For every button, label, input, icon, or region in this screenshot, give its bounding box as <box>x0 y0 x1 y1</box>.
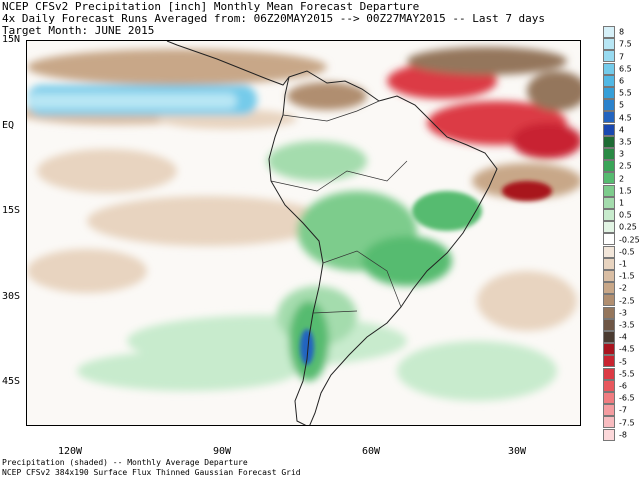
legend-label: 6.5 <box>619 64 632 74</box>
chart-title: NCEP CFSv2 Precipitation [inch] Monthly … <box>2 0 420 13</box>
legend-swatch <box>603 379 615 392</box>
legend-label: 7 <box>619 52 625 61</box>
legend-label: -3.5 <box>619 320 635 330</box>
legend-label: -2 <box>619 283 627 293</box>
legend-label: 0.25 <box>619 222 637 232</box>
lat-label-15s: 15S <box>2 205 21 216</box>
legend-swatch <box>603 392 615 404</box>
legend-label: -1 <box>619 259 627 269</box>
legend-label: 1.5 <box>619 186 632 196</box>
legend-swatch <box>603 172 615 185</box>
legend-label: -6 <box>619 381 627 391</box>
legend-label: 0.5 <box>619 210 632 220</box>
legend-swatch <box>603 416 615 429</box>
legend-label: -8 <box>619 430 627 440</box>
legend-swatch <box>603 221 615 234</box>
lat-label-45s: 45S <box>2 376 21 387</box>
legend-label: -1.5 <box>619 271 635 281</box>
legend-swatch <box>603 331 615 343</box>
legend-label: 3.5 <box>619 137 632 147</box>
legend-swatch <box>603 123 615 136</box>
lon-label-90w: 90W <box>212 446 232 457</box>
legend-label: 7.5 <box>619 39 632 49</box>
legend-swatch <box>603 428 615 441</box>
legend-label: 4.5 <box>619 113 632 122</box>
legend-swatch <box>603 160 615 173</box>
legend-swatch <box>603 26 615 38</box>
central-america-coastline <box>166 41 290 86</box>
legend-swatch <box>603 62 615 75</box>
lon-label-120w: 120W <box>57 446 83 457</box>
legend-swatch <box>603 196 615 209</box>
legend-swatch <box>603 233 615 246</box>
footer-grid-note: NCEP CFSv2 384x190 Surface Flux Thinned … <box>2 468 301 477</box>
legend-label: 3 <box>619 149 625 159</box>
legend-label: -0.5 <box>619 247 635 257</box>
legend-swatch <box>603 318 615 331</box>
legend-swatch <box>603 148 615 160</box>
lat-label-eq: EQ <box>2 120 15 131</box>
legend-label: -3 <box>619 308 627 318</box>
legend-label: 2.5 <box>619 161 632 171</box>
legend-swatch <box>603 343 615 356</box>
legend-swatch <box>603 38 615 51</box>
legend-swatch <box>603 111 615 124</box>
precipitation-shading <box>27 47 580 401</box>
legend-label: -4 <box>619 332 627 342</box>
country-borders <box>270 100 408 314</box>
legend-label: 1 <box>619 198 625 208</box>
lon-label-30w: 30W <box>507 446 527 457</box>
precipitation-map <box>26 40 581 426</box>
legend-label: 5.5 <box>619 88 632 98</box>
legend-label: -7.5 <box>619 418 635 427</box>
legend-label: -2.5 <box>619 296 635 305</box>
legend-swatch <box>603 50 615 63</box>
legend-label: 4 <box>619 125 625 135</box>
legend-label: -0.25 <box>619 235 640 244</box>
legend-swatch <box>603 257 615 270</box>
legend-label: 2 <box>619 174 625 183</box>
legend-swatch <box>603 282 615 295</box>
target-month-subtitle: Target Month: JUNE 2015 <box>2 24 155 37</box>
legend-label: 6 <box>619 76 625 86</box>
precipitation-map-graphic <box>27 41 580 425</box>
legend-label: -4.5 <box>619 344 635 354</box>
forecast-runs-subtitle: 4x Daily Forecast Runs Averaged from: 06… <box>2 12 546 25</box>
legend-label: 8 <box>619 27 625 37</box>
legend-swatch <box>603 270 615 282</box>
legend-label: 5 <box>619 100 625 110</box>
lat-label-15n: 15N <box>2 34 21 45</box>
legend-swatch <box>603 135 615 148</box>
legend-label: -7 <box>619 405 627 415</box>
legend-swatch <box>603 294 615 307</box>
legend-swatch <box>603 306 615 319</box>
legend-label: -6.5 <box>619 393 635 403</box>
lat-label-30s: 30S <box>2 291 21 302</box>
south-america-coastline <box>268 70 498 425</box>
legend-label: -5.5 <box>619 369 635 379</box>
lon-label-60w: 60W <box>361 446 381 457</box>
legend-swatch <box>603 404 615 417</box>
legend-swatch <box>603 87 615 99</box>
legend-swatch <box>603 209 615 221</box>
legend-swatch <box>603 245 615 258</box>
legend-swatch <box>603 367 615 380</box>
legend-swatch <box>603 74 615 87</box>
legend-swatch <box>603 184 615 197</box>
legend-swatch <box>603 99 615 112</box>
legend-swatch <box>603 355 615 368</box>
legend-label: -5 <box>619 357 627 366</box>
footer-shading-note: Precipitation (shaded) -- Monthly Averag… <box>2 458 248 467</box>
